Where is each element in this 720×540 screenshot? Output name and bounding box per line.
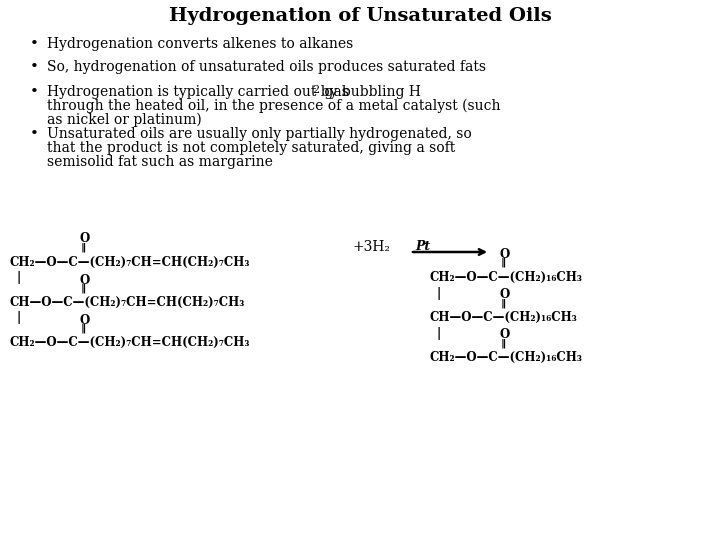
Text: +3H₂: +3H₂ [352,240,390,254]
Text: CH₂—O—C—(CH₂)₇CH=CH(CH₂)₇CH₃: CH₂—O—C—(CH₂)₇CH=CH(CH₂)₇CH₃ [10,335,251,348]
Text: ‖: ‖ [81,323,86,333]
Text: Pt: Pt [415,240,430,253]
Text: Unsaturated oils are usually only partially hydrogenated, so: Unsaturated oils are usually only partia… [47,127,472,141]
Text: O: O [80,273,90,287]
Text: CH₂—O—C—(CH₂)₁₆CH₃: CH₂—O—C—(CH₂)₁₆CH₃ [430,271,583,284]
Text: 2: 2 [312,85,319,95]
Text: CH—O—C—(CH₂)₇CH=CH(CH₂)₇CH₃: CH—O—C—(CH₂)₇CH=CH(CH₂)₇CH₃ [10,295,246,308]
Text: CH₂—O—C—(CH₂)₇CH=CH(CH₂)₇CH₃: CH₂—O—C—(CH₂)₇CH=CH(CH₂)₇CH₃ [10,255,251,268]
Text: Hydrogenation converts alkenes to alkanes: Hydrogenation converts alkenes to alkane… [47,37,354,51]
Text: semisolid fat such as margarine: semisolid fat such as margarine [47,155,273,169]
Text: •: • [30,37,39,51]
Text: •: • [30,127,39,141]
Text: •: • [30,60,39,74]
Text: Hydrogenation is typically carried out by bubbling H: Hydrogenation is typically carried out b… [47,85,421,99]
Text: O: O [80,314,90,327]
Text: |: | [16,272,20,285]
Text: ‖: ‖ [501,257,506,267]
Text: through the heated oil, in the presence of a metal catalyst (such: through the heated oil, in the presence … [47,99,500,113]
Text: CH₂—O—C—(CH₂)₁₆CH₃: CH₂—O—C—(CH₂)₁₆CH₃ [430,350,583,363]
Text: So, hydrogenation of unsaturated oils produces saturated fats: So, hydrogenation of unsaturated oils pr… [47,60,486,74]
Text: |: | [16,312,20,325]
Text: as nickel or platinum): as nickel or platinum) [47,113,202,127]
Text: Hydrogenation of Unsaturated Oils: Hydrogenation of Unsaturated Oils [168,7,552,25]
Text: |: | [436,327,440,340]
Text: |: | [436,287,440,300]
Text: O: O [500,247,510,260]
Text: O: O [500,288,510,301]
Text: ‖: ‖ [81,284,86,293]
Text: ‖: ‖ [501,338,506,348]
Text: O: O [80,233,90,246]
Text: that the product is not completely saturated, giving a soft: that the product is not completely satur… [47,141,455,155]
Text: ‖: ‖ [81,242,86,252]
Text: •: • [30,85,39,99]
Text: O: O [500,328,510,341]
Text: CH—O—C—(CH₂)₁₆CH₃: CH—O—C—(CH₂)₁₆CH₃ [430,310,578,323]
Text: gas: gas [320,85,349,99]
Text: ‖: ‖ [501,298,506,308]
